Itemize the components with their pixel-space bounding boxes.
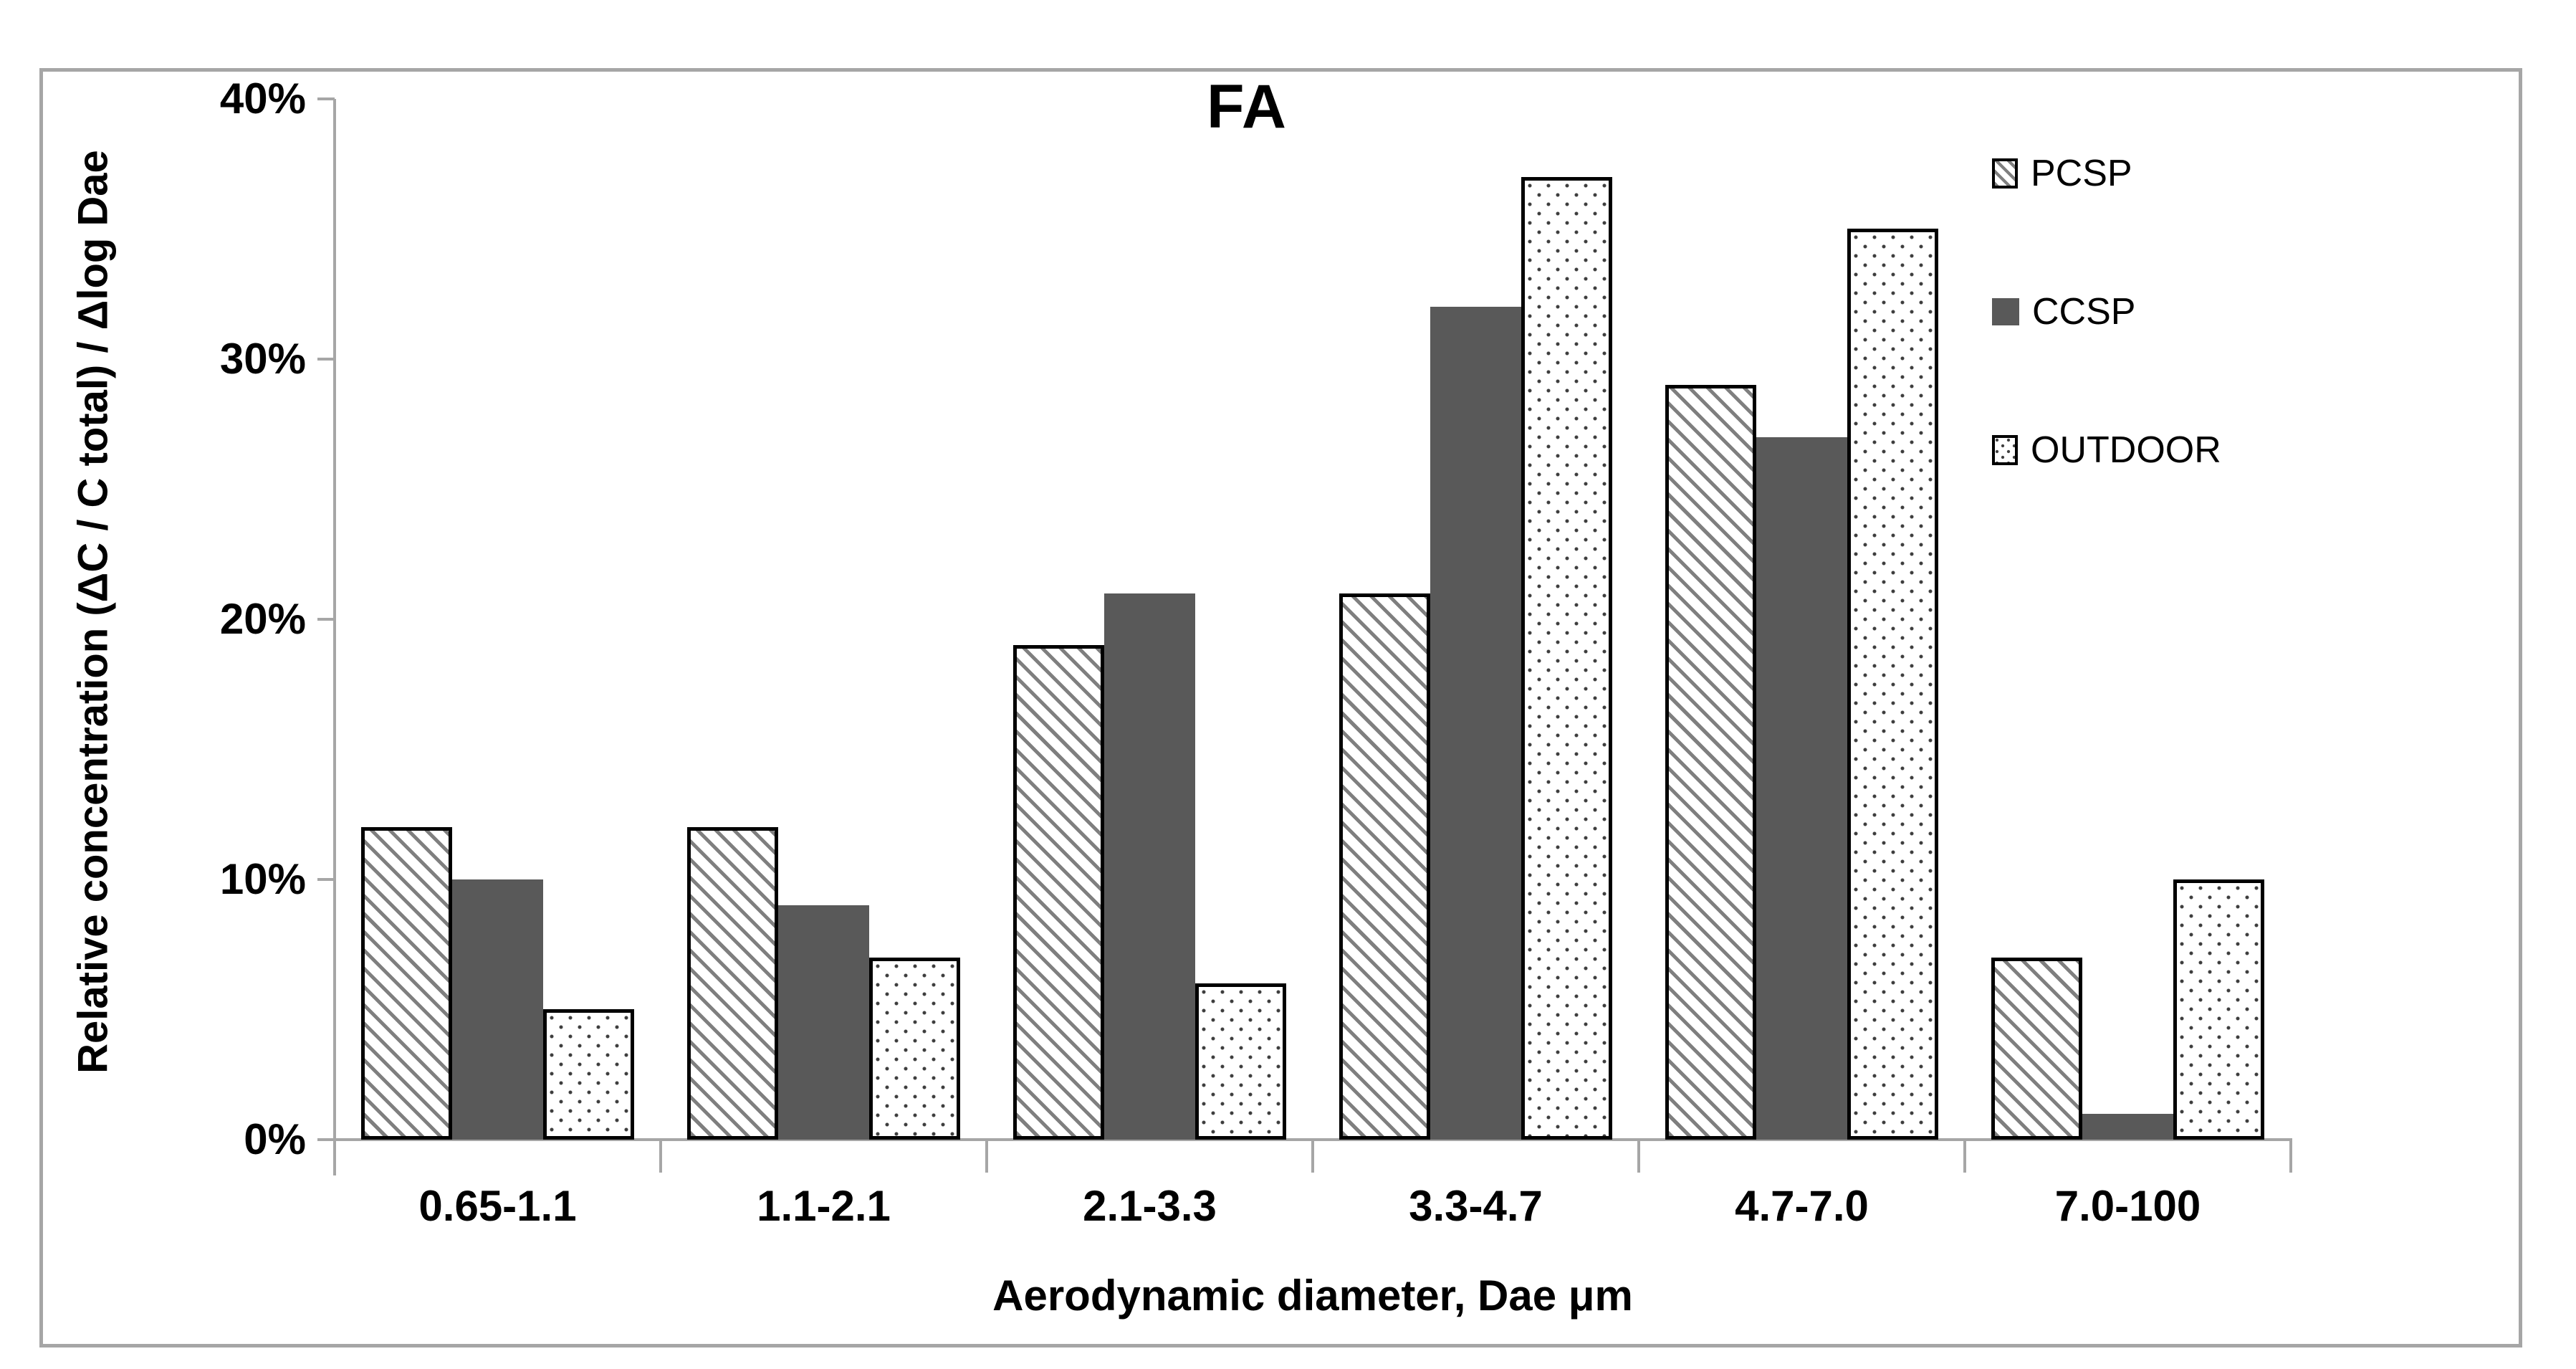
y-tick-label: 10% [219, 855, 306, 903]
bar-outdoor-3.3-4.7 [1521, 177, 1612, 1140]
bar-outdoor-0.65-1.1 [543, 1009, 634, 1140]
y-tick-label: 40% [219, 75, 306, 123]
category-label-2.1-3.3: 2.1-3.3 [1083, 1182, 1217, 1230]
y-tick-label: 30% [219, 335, 306, 383]
category-label-4.7-7.0: 4.7-7.0 [1735, 1182, 1869, 1230]
category-label-0.65-1.1: 0.65-1.1 [418, 1182, 577, 1230]
bar-pcsp-0.65-1.1 [361, 827, 452, 1140]
category-label-3.3-4.7: 3.3-4.7 [1409, 1182, 1543, 1230]
legend-swatch-outdoor-icon [1992, 435, 2018, 465]
bar-ccsp-4.7-7.0 [1756, 437, 1847, 1140]
bar-outdoor-1.1-2.1 [869, 958, 960, 1140]
bar-outdoor-4.7-7.0 [1847, 229, 1938, 1140]
x-tick [985, 1140, 988, 1173]
x-tick [2289, 1140, 2292, 1173]
bar-pcsp-7.0-100 [1991, 958, 2082, 1140]
y-axis-title: Relative concentration (ΔC / C total) / … [70, 150, 117, 1074]
y-axis-line [333, 99, 336, 1175]
legend-item-pcsp: PCSP [1992, 152, 2221, 195]
x-axis-title: Aerodynamic diameter, Dae μm [992, 1272, 1633, 1320]
x-tick [333, 1140, 336, 1173]
bar-ccsp-7.0-100 [2082, 1114, 2173, 1140]
bar-pcsp-4.7-7.0 [1665, 385, 1756, 1140]
bar-outdoor-7.0-100 [2173, 879, 2264, 1140]
legend-label-outdoor: OUTDOOR [2031, 429, 2221, 471]
legend-label-pcsp: PCSP [2031, 153, 2132, 194]
bar-ccsp-2.1-3.3 [1104, 593, 1195, 1140]
x-tick [659, 1140, 662, 1173]
bar-ccsp-3.3-4.7 [1430, 307, 1521, 1140]
bar-pcsp-1.1-2.1 [687, 827, 778, 1140]
bar-pcsp-3.3-4.7 [1339, 593, 1430, 1140]
bar-ccsp-0.65-1.1 [452, 879, 543, 1140]
x-tick [1963, 1140, 1966, 1173]
legend-item-ccsp: CCSP [1992, 290, 2221, 333]
legend-item-outdoor: OUTDOOR [1992, 429, 2221, 472]
x-tick [1637, 1140, 1640, 1173]
plot-area: 0% 10% 20% 30% 40% 0.65-1.1 1.1-2.1 2.1-3.3 3.3… [220, 77, 2292, 1320]
chart-title: FA [1207, 72, 1287, 141]
category-label-7.0-100: 7.0-100 [2054, 1182, 2201, 1230]
y-tick [317, 97, 335, 100]
y-tick [317, 878, 335, 881]
bar-pcsp-2.1-3.3 [1013, 645, 1104, 1140]
bar-outdoor-2.1-3.3 [1195, 983, 1286, 1140]
x-tick [1311, 1140, 1314, 1173]
y-tick-label: 20% [219, 595, 306, 643]
legend-label-ccsp: CCSP [2032, 291, 2136, 333]
legend: PCSP CCSP OUTDOOR [1992, 152, 2221, 567]
y-tick [317, 1138, 335, 1141]
y-tick [317, 358, 335, 361]
legend-swatch-ccsp-icon [1992, 298, 2019, 325]
legend-swatch-pcsp-icon [1992, 158, 2018, 189]
bar-ccsp-1.1-2.1 [778, 905, 869, 1140]
category-label-1.1-2.1: 1.1-2.1 [757, 1182, 891, 1230]
y-tick-label: 0% [244, 1115, 306, 1163]
y-tick [317, 618, 335, 621]
